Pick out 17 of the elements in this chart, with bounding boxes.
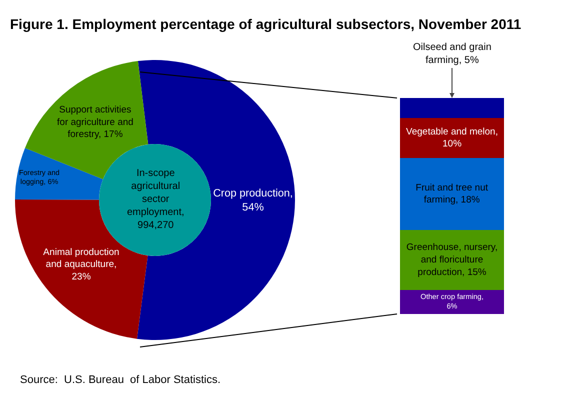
slice-label: Support activities for agriculture and forestry, 17% [57, 104, 134, 140]
bar [400, 98, 504, 118]
series-label: Vegetable and melon, [406, 126, 498, 138]
bar [400, 290, 504, 314]
text: Fruit and tree nut farming, 18% [416, 182, 488, 206]
source-note: Source: U.S. Bureau of Labor Statistics. [20, 374, 221, 386]
text: Oilseed and grain farming, 5% [413, 42, 492, 66]
donut-slice [15, 148, 104, 200]
slice-label: Animal production and aquaculture, 23% [43, 246, 120, 283]
bar [400, 118, 504, 158]
slice-label: Forestry and logging, 6% [18, 168, 60, 186]
bar [400, 158, 504, 230]
slice-label: Crop production, 54% [213, 187, 293, 214]
data-label: 10% [442, 138, 462, 150]
chart-title: Figure 1. Employment percentage of agricultural subsectors, November 2011 [10, 16, 522, 32]
text: In-scope agricultural sector employment, 994,270 [127, 168, 184, 231]
text: Greenhouse, nursery, and floriculture production, 15% [406, 242, 498, 278]
